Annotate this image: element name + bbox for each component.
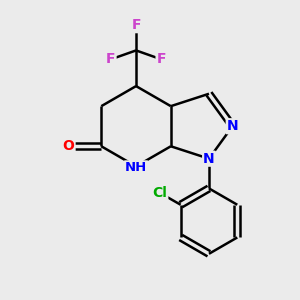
Text: NH: NH	[125, 161, 147, 174]
Text: F: F	[131, 18, 141, 32]
Text: F: F	[157, 52, 166, 66]
Text: F: F	[106, 52, 116, 66]
Text: O: O	[63, 139, 75, 153]
Text: Cl: Cl	[152, 186, 167, 200]
Text: N: N	[227, 119, 239, 133]
Text: N: N	[203, 152, 215, 166]
